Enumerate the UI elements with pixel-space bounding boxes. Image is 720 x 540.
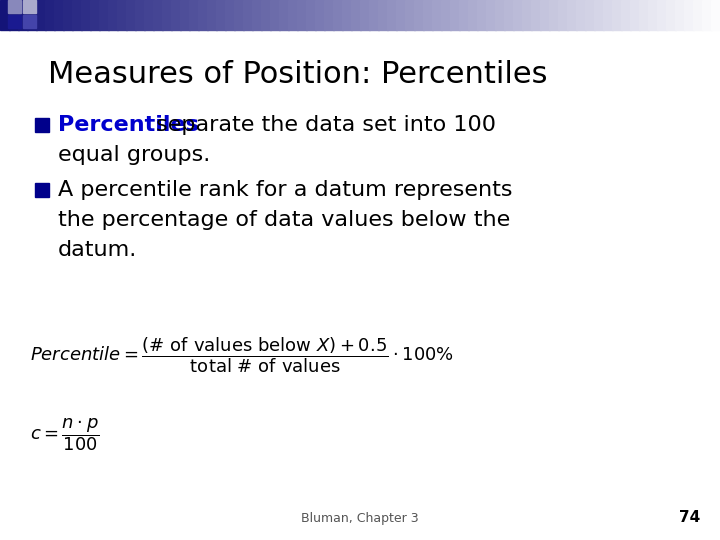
Bar bbox=[54, 0, 64, 30]
Bar bbox=[360, 0, 370, 30]
Bar bbox=[675, 0, 685, 30]
Bar bbox=[423, 0, 433, 30]
Bar bbox=[648, 0, 658, 30]
Bar bbox=[486, 0, 496, 30]
Bar bbox=[594, 0, 604, 30]
Bar bbox=[522, 0, 532, 30]
Text: datum.: datum. bbox=[58, 240, 138, 260]
Bar bbox=[468, 0, 478, 30]
Bar bbox=[8, 0, 21, 13]
Bar bbox=[8, 15, 21, 28]
Bar bbox=[711, 0, 720, 30]
Bar bbox=[306, 0, 316, 30]
Bar bbox=[369, 0, 379, 30]
Bar bbox=[342, 0, 352, 30]
Bar bbox=[63, 0, 73, 30]
Bar bbox=[504, 0, 514, 30]
Text: 74: 74 bbox=[679, 510, 700, 525]
Bar bbox=[225, 0, 235, 30]
Bar bbox=[576, 0, 586, 30]
Bar bbox=[657, 0, 667, 30]
Bar bbox=[144, 0, 154, 30]
Text: equal groups.: equal groups. bbox=[58, 145, 210, 165]
Text: Measures of Position: Percentiles: Measures of Position: Percentiles bbox=[48, 60, 547, 89]
Bar bbox=[477, 0, 487, 30]
Bar bbox=[459, 0, 469, 30]
Text: A percentile rank for a datum represents: A percentile rank for a datum represents bbox=[58, 180, 513, 200]
Bar bbox=[72, 0, 82, 30]
Bar bbox=[252, 0, 262, 30]
Bar bbox=[702, 0, 712, 30]
Bar bbox=[612, 0, 622, 30]
Bar bbox=[171, 0, 181, 30]
Bar bbox=[297, 0, 307, 30]
Bar bbox=[693, 0, 703, 30]
Bar bbox=[639, 0, 649, 30]
Bar bbox=[153, 0, 163, 30]
Bar bbox=[279, 0, 289, 30]
Bar bbox=[45, 0, 55, 30]
Bar bbox=[180, 0, 190, 30]
Bar bbox=[558, 0, 568, 30]
Bar bbox=[603, 0, 613, 30]
Bar bbox=[27, 0, 37, 30]
Bar bbox=[23, 0, 36, 13]
Bar bbox=[0, 0, 10, 30]
Bar bbox=[108, 0, 118, 30]
Bar bbox=[135, 0, 145, 30]
Bar bbox=[684, 0, 694, 30]
Text: Percentiles: Percentiles bbox=[58, 115, 199, 135]
Bar bbox=[35, 183, 49, 197]
Bar bbox=[387, 0, 397, 30]
Bar bbox=[324, 0, 334, 30]
Bar bbox=[621, 0, 631, 30]
Bar bbox=[495, 0, 505, 30]
Bar bbox=[23, 15, 36, 28]
Bar bbox=[513, 0, 523, 30]
Text: $c = \dfrac{n \cdot p}{100}$: $c = \dfrac{n \cdot p}{100}$ bbox=[30, 417, 99, 453]
Bar bbox=[243, 0, 253, 30]
Bar bbox=[540, 0, 550, 30]
Bar bbox=[351, 0, 361, 30]
Bar bbox=[432, 0, 442, 30]
Bar bbox=[261, 0, 271, 30]
Bar bbox=[585, 0, 595, 30]
Bar bbox=[315, 0, 325, 30]
Bar bbox=[288, 0, 298, 30]
Bar bbox=[162, 0, 172, 30]
Bar bbox=[234, 0, 244, 30]
Text: Bluman, Chapter 3: Bluman, Chapter 3 bbox=[301, 512, 419, 525]
Bar bbox=[378, 0, 388, 30]
Bar bbox=[117, 0, 127, 30]
Bar bbox=[36, 0, 46, 30]
Bar bbox=[35, 118, 49, 132]
Text: $\mathit{Percentile} = \dfrac{(\#\ \mathrm{of\ values\ below}\ X)+0.5}{\mathrm{t: $\mathit{Percentile} = \dfrac{(\#\ \math… bbox=[30, 335, 454, 375]
Bar bbox=[405, 0, 415, 30]
Bar bbox=[99, 0, 109, 30]
Bar bbox=[126, 0, 136, 30]
Bar bbox=[567, 0, 577, 30]
Bar bbox=[531, 0, 541, 30]
Bar bbox=[666, 0, 676, 30]
Text: separate the data set into 100: separate the data set into 100 bbox=[149, 115, 496, 135]
Bar bbox=[198, 0, 208, 30]
Bar bbox=[396, 0, 406, 30]
Bar bbox=[450, 0, 460, 30]
Bar bbox=[9, 0, 19, 30]
Bar bbox=[414, 0, 424, 30]
Bar bbox=[333, 0, 343, 30]
Bar bbox=[441, 0, 451, 30]
Bar bbox=[270, 0, 280, 30]
Bar bbox=[630, 0, 640, 30]
Bar bbox=[18, 0, 28, 30]
Text: the percentage of data values below the: the percentage of data values below the bbox=[58, 210, 510, 230]
Bar bbox=[90, 0, 100, 30]
Bar bbox=[207, 0, 217, 30]
Bar bbox=[81, 0, 91, 30]
Bar bbox=[189, 0, 199, 30]
Bar bbox=[549, 0, 559, 30]
Bar bbox=[216, 0, 226, 30]
